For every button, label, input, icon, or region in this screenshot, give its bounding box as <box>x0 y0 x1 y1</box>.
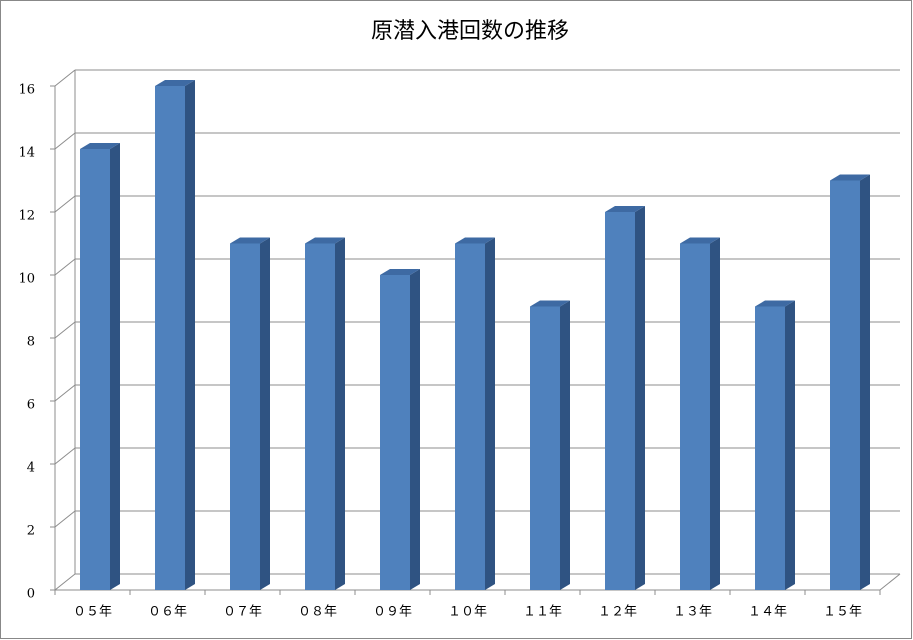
floor-edge <box>879 573 901 591</box>
bar-side <box>410 269 420 590</box>
x-tick-label: １０年 <box>448 605 487 620</box>
bar-side <box>560 300 570 590</box>
bar <box>605 212 635 590</box>
grid-line <box>54 384 76 402</box>
bar <box>230 243 260 590</box>
bar-top <box>455 237 495 244</box>
bar-side <box>185 80 195 590</box>
bar-top <box>230 237 270 244</box>
bar-side <box>335 237 345 590</box>
y-tick-label: 6 <box>27 398 35 413</box>
y-tick-label: 16 <box>18 83 35 98</box>
bar <box>830 180 860 590</box>
y-tick-label: 2 <box>27 524 35 539</box>
y-tick-label: 4 <box>27 461 35 476</box>
bar-side <box>110 143 120 590</box>
bar-side <box>785 300 795 590</box>
grid-line <box>54 132 76 150</box>
grid-line <box>54 573 76 591</box>
x-tick-label: ０８年 <box>298 605 337 620</box>
bar-top <box>530 300 570 307</box>
grid-line <box>54 69 76 87</box>
bar-top <box>80 143 120 149</box>
bar-side <box>710 237 720 590</box>
grid-line <box>54 510 76 528</box>
bar-side <box>635 206 645 590</box>
x-tick-label: １１年 <box>523 605 562 620</box>
bar-side <box>860 174 870 590</box>
grid-line <box>54 195 76 213</box>
x-tick-label: ０５年 <box>73 605 112 620</box>
bar-top <box>155 80 195 86</box>
y-tick-label: 14 <box>18 146 35 161</box>
bar-top <box>605 206 645 212</box>
bar-top <box>380 269 420 275</box>
bar-side <box>260 237 270 590</box>
bar <box>305 243 335 590</box>
bar <box>755 306 785 590</box>
bar <box>680 243 710 590</box>
x-tick-label: ０９年 <box>373 605 412 620</box>
bar-top <box>305 237 345 244</box>
bar-top <box>755 300 795 307</box>
bar-top <box>680 237 720 244</box>
x-tick-label: １４年 <box>748 605 787 620</box>
y-tick-label: 12 <box>18 209 35 224</box>
grid-line <box>54 321 76 339</box>
bar-top <box>830 174 870 181</box>
x-tick-label: １２年 <box>598 605 637 620</box>
bar <box>155 86 185 590</box>
bar <box>455 243 485 590</box>
y-tick-label: 0 <box>27 587 35 602</box>
x-tick-label: ０６年 <box>148 605 187 620</box>
bar <box>80 149 110 590</box>
grid-line <box>54 447 76 465</box>
y-tick-label: 8 <box>27 335 35 350</box>
chart-title: 原潜入港回数の推移 <box>371 19 569 44</box>
y-tick-label: 10 <box>18 272 35 287</box>
grid-line <box>54 258 76 276</box>
bar-side <box>485 237 495 590</box>
x-tick-label: １５年 <box>823 605 862 620</box>
bar <box>530 306 560 590</box>
bar <box>380 275 410 590</box>
x-tick-label: １３年 <box>673 605 712 620</box>
x-tick-label: ０７年 <box>223 605 262 620</box>
